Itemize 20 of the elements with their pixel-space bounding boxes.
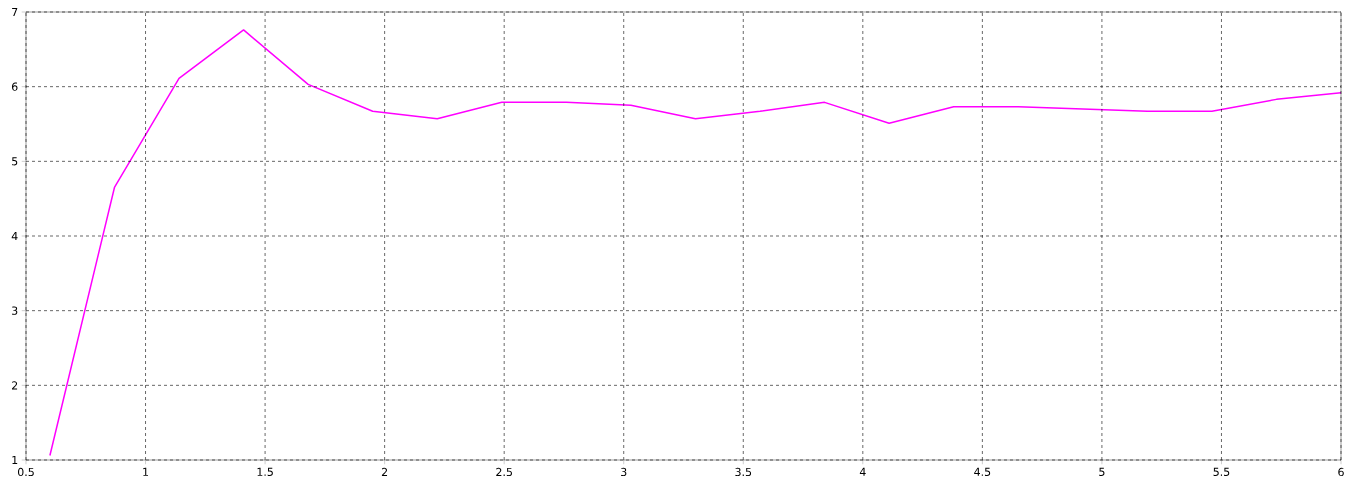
y-tick-label: 5 <box>12 157 18 166</box>
x-tick-label: 2.5 <box>496 467 512 477</box>
y-tick-label: 2 <box>12 381 18 390</box>
x-tick-label: 3.5 <box>735 467 752 477</box>
x-tick-label: 1.5 <box>257 467 273 476</box>
x-tick-label: 6 <box>1338 467 1344 477</box>
y-tick-label: 3 <box>12 306 18 315</box>
x-tick-label: 3 <box>621 467 627 477</box>
x-tick-label: 5.5 <box>1213 467 1230 476</box>
line-series <box>49 29 1342 457</box>
x-tick-label: 1 <box>143 467 149 476</box>
x-tick-label: 4 <box>859 467 866 476</box>
x-tick-label: 4.5 <box>974 467 991 476</box>
y-tick-label: 6 <box>11 82 18 91</box>
y-tick-label: 7 <box>12 8 18 17</box>
x-tick-label: 5 <box>1099 467 1105 476</box>
y-tick-label: 4 <box>11 232 18 241</box>
x-tick-label: 2 <box>381 467 388 476</box>
y-tick-label: 1 <box>12 456 18 465</box>
x-tick-label: 0.5 <box>17 467 34 477</box>
